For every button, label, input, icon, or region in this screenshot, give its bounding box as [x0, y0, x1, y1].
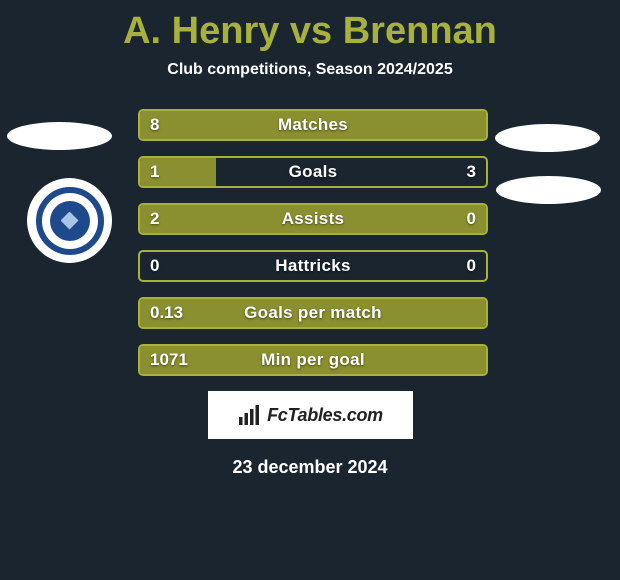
brand-text: FcTables.com [267, 405, 383, 426]
subtitle: Club competitions, Season 2024/2025 [0, 61, 620, 79]
stat-row: 1Goals3 [138, 156, 488, 188]
stat-label: Min per goal [140, 350, 486, 370]
club-badge-core [50, 201, 90, 241]
player-right-placeholder-1 [495, 124, 600, 152]
stat-label: Goals per match [140, 303, 486, 323]
date-text: 23 december 2024 [0, 457, 620, 478]
stat-label: Hattricks [140, 256, 486, 276]
stat-value-right: 3 [467, 162, 476, 182]
stat-label: Matches [140, 115, 486, 135]
stat-row: 8Matches [138, 109, 488, 141]
stat-value-right: 0 [467, 209, 476, 229]
stat-value-right: 0 [467, 256, 476, 276]
club-badge [27, 178, 112, 263]
brand-icon [237, 403, 261, 427]
stats-container: 8Matches1Goals32Assists00Hattricks00.13G… [138, 109, 488, 376]
stat-label: Goals [140, 162, 486, 182]
club-badge-ring [34, 185, 106, 257]
stat-row: 2Assists0 [138, 203, 488, 235]
stat-label: Assists [140, 209, 486, 229]
page-title: A. Henry vs Brennan [0, 0, 620, 61]
player-left-placeholder [7, 122, 112, 150]
stat-row: 0.13Goals per match [138, 297, 488, 329]
player-right-placeholder-2 [496, 176, 601, 204]
stat-row: 0Hattricks0 [138, 250, 488, 282]
stat-row: 1071Min per goal [138, 344, 488, 376]
brand-box: FcTables.com [208, 391, 413, 439]
